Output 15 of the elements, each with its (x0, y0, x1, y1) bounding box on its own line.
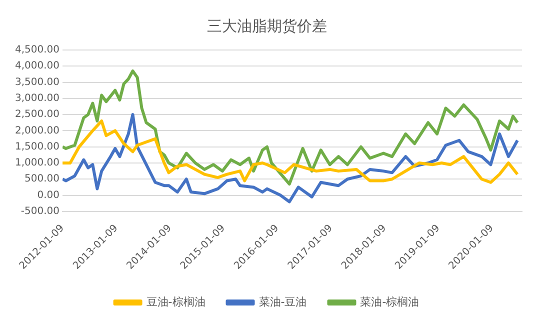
y-tick-label: -500.00 (20, 206, 60, 218)
y-tick-label: 0.00 (37, 190, 60, 201)
y-tick-label: 500.00 (24, 174, 60, 185)
legend-label: 菜油-豆油 (258, 295, 307, 308)
y-tick-label: 2,500.00 (15, 109, 60, 120)
legend-label: 豆油-棕榈油 (146, 295, 206, 308)
y-tick-label: 4,500.00 (15, 44, 60, 56)
y-tick-label: 4,000.00 (15, 60, 60, 72)
y-tick-label: 1,500.00 (15, 141, 60, 152)
legend-label: 菜油-棕榈油 (360, 295, 420, 308)
y-tick-label: 3,000.00 (15, 93, 60, 104)
chart-title: 三大油脂期货价差 (207, 16, 327, 35)
y-tick-label: 2,000.00 (15, 125, 60, 136)
y-tick-label: 1,000.00 (15, 158, 60, 169)
y-tick-label: 3,500.00 (15, 76, 60, 88)
